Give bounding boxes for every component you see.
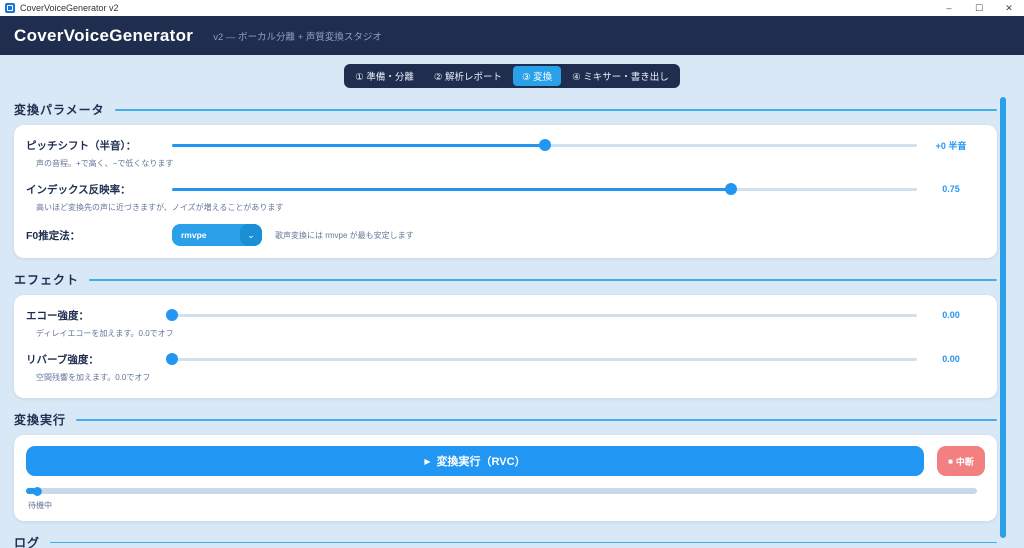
section-header-run: 変換実行 — [14, 411, 997, 428]
reverb-hint: 空間残響を加えます。0.0でオフ — [36, 373, 151, 382]
section-rule — [114, 108, 997, 111]
tab-prepare-separate[interactable]: ① 準備・分離 — [355, 72, 414, 83]
index-row: インデックス反映率： 0.75 — [26, 178, 985, 200]
minimize-button[interactable]: – — [946, 3, 952, 13]
pitch-label: ピッチシフト（半音）： — [26, 139, 137, 152]
tab-mixer-export[interactable]: ④ ミキサー・書き出し — [572, 72, 669, 83]
section-rule — [50, 542, 997, 543]
echo-slider-thumb[interactable] — [166, 309, 178, 321]
pitch-slider-thumb[interactable] — [538, 139, 551, 151]
f0-row: F0推定法： rmvpe ⌄ 歌声変換には rmvpe が最も安定します — [26, 222, 985, 248]
tab-analysis-report[interactable]: ② 解析レポート — [433, 72, 502, 83]
run-status-text: 待機中 — [28, 501, 52, 510]
index-slider-thumb[interactable] — [724, 183, 737, 195]
section-title-effects: エフェクト — [14, 273, 80, 287]
tab-convert[interactable]: ③ 変換 — [512, 66, 562, 86]
run-card: ▶ 変換実行（RVC） ■ 中断 待機中 — [14, 435, 997, 521]
f0-label: F0推定法： — [26, 229, 81, 242]
conversion-progress-bar — [26, 486, 985, 496]
app-header: CoverVoiceGenerator v2 — ボーカル分離 + 声質変換スタ… — [0, 16, 1024, 55]
abort-button[interactable]: ■ 中断 — [937, 446, 985, 476]
stop-icon: ■ — [948, 456, 953, 466]
tabbar-wrap: ① 準備・分離 ② 解析レポート ③ 変換 ④ ミキサー・書き出し — [0, 55, 1024, 88]
pitch-slider-fill — [172, 143, 545, 147]
maximize-button[interactable]: ☐ — [974, 2, 984, 13]
titlebar: CoverVoiceGenerator v2 – ☐ ✕ — [0, 0, 1024, 16]
reverb-label: リバーブ強度： — [26, 353, 99, 366]
pitch-row: ピッチシフト（半音）： +0 半音 — [26, 134, 985, 156]
reverb-row: リバーブ強度： 0.00 — [26, 348, 985, 370]
f0-hint: 歌声変換には rmvpe が最も安定します — [275, 230, 414, 240]
play-icon: ▶ — [424, 456, 431, 466]
section-title-params: 変換パラメータ — [14, 103, 105, 117]
section-title-log: ログ — [14, 536, 41, 548]
pitch-hint: 声の音程。+で高く、−で低くなります — [36, 159, 174, 168]
f0-method-selected: rmvpe — [181, 230, 207, 240]
run-conversion-button[interactable]: ▶ 変換実行（RVC） — [26, 446, 924, 476]
main-content: 変換パラメータ ピッチシフト（半音）： +0 半音 声の音程。+で高く、−で低く… — [14, 101, 997, 548]
index-hint: 高いほど変換先の声に近づきますが、ノイズが増えることがあります — [36, 203, 284, 212]
run-conversion-label: 変換実行（RVC） — [436, 456, 526, 468]
echo-hint: ディレイエコーを加えます。0.0でオフ — [36, 329, 174, 338]
section-title-run: 変換実行 — [14, 413, 67, 427]
section-header-log: ログ — [14, 534, 997, 548]
reverb-slider-track — [172, 357, 917, 361]
echo-slider-track — [172, 313, 917, 317]
section-header-params: 変換パラメータ — [14, 101, 997, 118]
section-header-effects: エフェクト — [14, 271, 997, 288]
echo-label: エコー強度： — [26, 309, 89, 322]
index-slider-fill — [172, 187, 731, 191]
abort-label: 中断 — [955, 456, 974, 467]
progress-thumb — [32, 486, 42, 496]
pitch-value: +0 半音 — [935, 140, 967, 151]
close-button[interactable]: ✕ — [1005, 2, 1013, 13]
reverb-slider-thumb[interactable] — [166, 353, 178, 365]
params-card: ピッチシフト（半音）： +0 半音 声の音程。+で高く、−で低くなります インデ… — [14, 125, 997, 258]
pitch-slider[interactable] — [172, 138, 917, 152]
index-value: 0.75 — [942, 184, 960, 194]
vertical-scrollbar[interactable] — [1000, 97, 1006, 538]
tabbar: ① 準備・分離 ② 解析レポート ③ 変換 ④ ミキサー・書き出し — [344, 64, 680, 88]
echo-row: エコー強度： 0.00 — [26, 304, 985, 326]
echo-value: 0.00 — [942, 310, 960, 320]
echo-slider[interactable] — [166, 308, 917, 322]
run-buttons-row: ▶ 変換実行（RVC） ■ 中断 — [26, 446, 985, 476]
app-icon — [5, 3, 15, 13]
effects-card: エコー強度： 0.00 ディレイエコーを加えます。0.0でオフ リバーブ強度： … — [14, 295, 997, 398]
reverb-slider[interactable] — [166, 352, 917, 366]
index-slider[interactable] — [172, 182, 917, 196]
f0-method-dropdown[interactable]: rmvpe ⌄ — [172, 224, 262, 246]
index-label: インデックス反映率： — [26, 183, 131, 196]
window-title: CoverVoiceGenerator v2 — [20, 3, 119, 13]
section-rule — [89, 278, 997, 281]
section-rule — [76, 418, 997, 421]
progress-fill — [26, 488, 36, 494]
progress-track — [26, 488, 977, 494]
app-subtitle: v2 — ボーカル分離 + 声質変換スタジオ — [213, 31, 382, 43]
app-title: CoverVoiceGenerator — [14, 25, 194, 45]
reverb-value: 0.00 — [942, 354, 960, 364]
chevron-down-icon: ⌄ — [240, 224, 262, 246]
